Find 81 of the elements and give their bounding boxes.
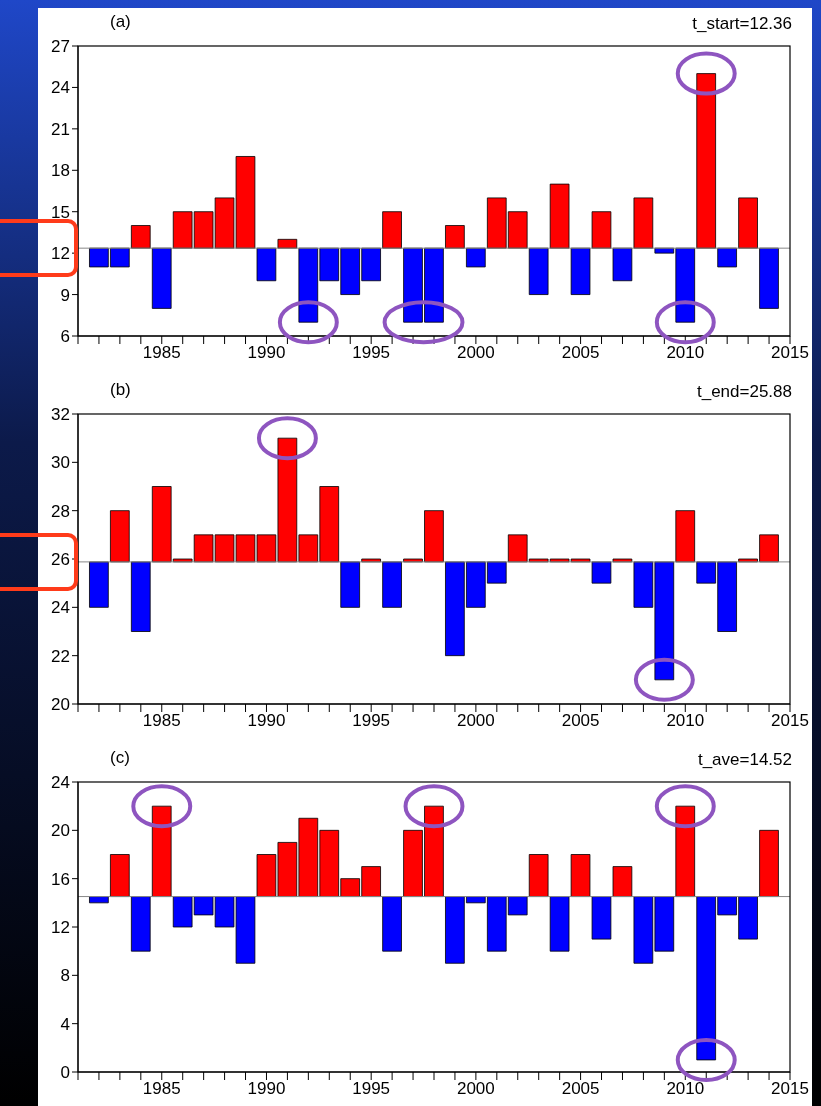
- y-tick-label: 20: [51, 695, 70, 715]
- bar: [277, 238, 298, 249]
- y-tick-label: 24: [51, 598, 70, 618]
- y-tick-label: 18: [51, 161, 70, 181]
- y-tick-label: 28: [51, 501, 70, 521]
- y-tick-label: 22: [51, 646, 70, 666]
- x-tick-label: 2015: [771, 343, 809, 363]
- bar: [549, 183, 570, 249]
- y-tick-label: 8: [60, 966, 70, 986]
- bar: [591, 561, 612, 584]
- bar: [130, 896, 151, 952]
- bar: [675, 510, 696, 563]
- bar: [570, 854, 591, 897]
- chart-title: (a): [110, 12, 131, 32]
- x-tick-label: 1995: [352, 711, 391, 731]
- bar: [549, 896, 570, 952]
- chart-title: (c): [110, 748, 130, 768]
- bar: [633, 197, 654, 249]
- y-tick-label: 24: [51, 773, 70, 793]
- bar: [382, 211, 402, 249]
- x-tick-label: 2005: [561, 711, 600, 731]
- bar: [570, 247, 591, 295]
- bar: [89, 561, 109, 608]
- y-tick-label: 4: [60, 1014, 70, 1034]
- bar: [130, 561, 151, 632]
- y-tick-label: 12: [51, 918, 70, 938]
- x-tick-label: 2005: [561, 1079, 600, 1099]
- bar: [612, 866, 633, 897]
- y-tick-label: 9: [60, 285, 70, 305]
- x-tick-label: 2010: [666, 343, 705, 363]
- x-tick-label: 2010: [666, 1079, 705, 1099]
- y-tick-label: 12: [51, 244, 70, 264]
- text: t_end=25.88: [696, 382, 792, 402]
- text: t_start=12.36: [692, 14, 792, 34]
- x-tick-label: 2015: [771, 1079, 809, 1099]
- bar: [591, 211, 612, 249]
- x-tick-label: 1985: [142, 1079, 181, 1099]
- bar: [445, 225, 465, 249]
- y-tick-label: 15: [51, 202, 70, 222]
- x-tick-label: 2000: [456, 1079, 495, 1099]
- bar: [759, 247, 779, 309]
- x-tick-label: 2000: [456, 711, 495, 731]
- bar: [130, 225, 151, 249]
- y-tick-label: 32: [51, 405, 70, 425]
- bar: [110, 510, 130, 563]
- x-tick-label: 2000: [456, 343, 495, 363]
- y-tick-label: 26: [51, 550, 70, 570]
- text: t_ave=14.52: [697, 750, 792, 770]
- x-tick-label: 1995: [352, 343, 391, 363]
- y-tick-label: 6: [60, 327, 70, 347]
- y-tick-label: 27: [51, 37, 70, 57]
- bar: [110, 854, 130, 897]
- x-tick-label: 1985: [142, 711, 181, 731]
- x-tick-label: 1995: [352, 1079, 391, 1099]
- x-tick-label: 1990: [247, 711, 286, 731]
- y-tick-label: 20: [51, 821, 70, 841]
- x-tick-label: 2005: [561, 343, 600, 363]
- bar: [382, 561, 402, 608]
- x-tick-label: 1990: [247, 343, 286, 363]
- bar: [612, 247, 633, 282]
- y-tick-label: 30: [51, 453, 70, 473]
- y-tick-label: 21: [51, 119, 70, 139]
- x-tick-label: 2010: [666, 711, 705, 731]
- bar: [466, 247, 486, 268]
- x-tick-label: 1985: [142, 343, 181, 363]
- bar: [151, 247, 172, 309]
- bar: [528, 854, 549, 897]
- bar: [528, 247, 549, 295]
- bar: [738, 197, 758, 249]
- y-tick-label: 24: [51, 78, 70, 98]
- x-tick-label: 2015: [771, 711, 809, 731]
- bar: [340, 561, 361, 608]
- bar: [591, 896, 612, 940]
- bar: [256, 247, 277, 282]
- y-tick-label: 16: [51, 869, 70, 889]
- y-tick-label: 0: [60, 1063, 70, 1083]
- chart-title: (b): [110, 380, 131, 400]
- bar: [759, 829, 779, 897]
- x-tick-label: 1990: [247, 1079, 286, 1099]
- bar: [717, 247, 737, 268]
- bar: [382, 896, 402, 952]
